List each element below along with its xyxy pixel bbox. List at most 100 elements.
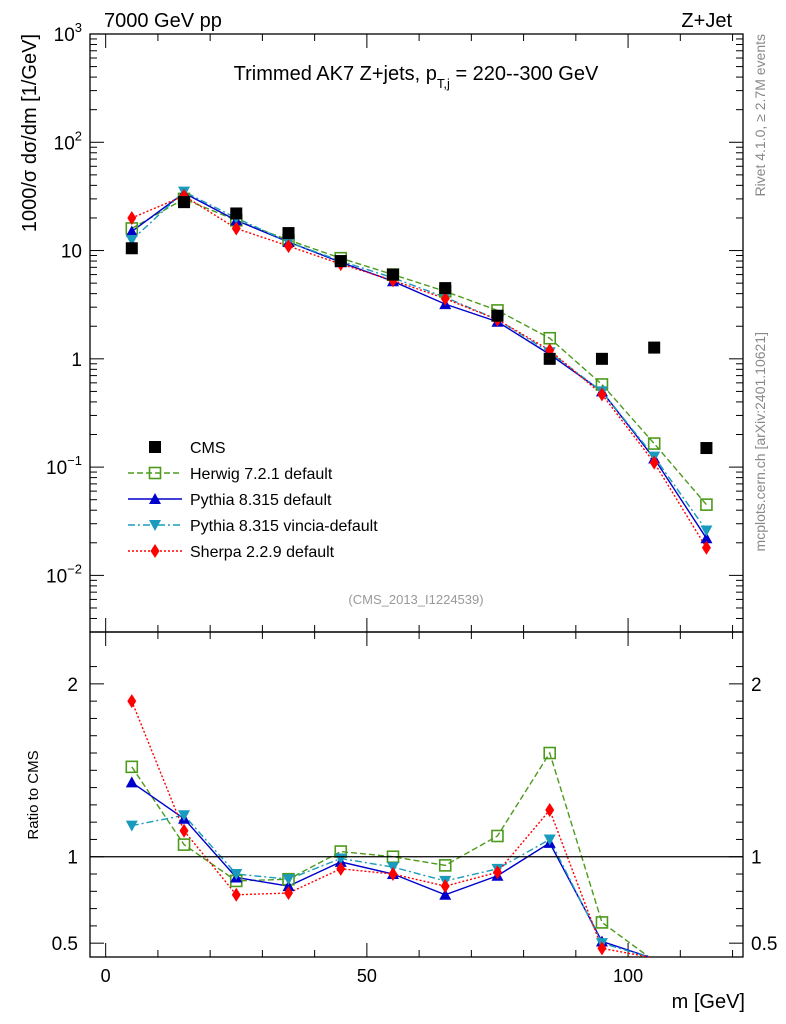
axis-ticks — [90, 33, 743, 957]
ratio-series-line — [131, 700, 650, 958]
cms-data-point — [334, 255, 347, 268]
ratio-point — [545, 803, 555, 818]
cms-data-point — [230, 207, 243, 220]
ratio-y-tick-label-right: 1 — [751, 848, 762, 869]
ratio-y-tick-label-right: 2 — [751, 675, 762, 696]
ratio-point — [595, 916, 609, 929]
ratio-point — [439, 888, 452, 900]
ratio-y-tick-label-right: 0.5 — [751, 934, 777, 955]
series-point — [597, 387, 607, 402]
header-process-label: Z+Jet — [681, 10, 732, 32]
cms-data-point — [125, 242, 138, 255]
ratio-point — [125, 820, 138, 832]
ratio-point — [491, 829, 504, 843]
cms-data-point — [595, 352, 608, 365]
ratio-y-tick-label: 1 — [67, 848, 78, 869]
y-tick-label: 10−1 — [46, 453, 82, 479]
series-point — [701, 540, 711, 555]
rivet-version-label: Rivet 4.1.0, ≥ 2.7M events — [752, 34, 768, 197]
ratio-point — [336, 861, 346, 876]
cms-data-point — [282, 227, 295, 240]
ratio-point — [543, 746, 557, 760]
ratio-y-tick-label: 2 — [67, 675, 78, 696]
header-energy-label: 7000 GeV pp — [104, 10, 222, 32]
cms-data-point — [700, 442, 713, 455]
ratio-y-axis-label: Ratio to CMS — [25, 750, 42, 839]
cms-data-point — [386, 268, 399, 281]
ratio-point — [231, 887, 241, 902]
y-tick-label: 10 — [61, 242, 82, 263]
chart-title-subscript: T,j — [437, 76, 450, 91]
series-line — [131, 195, 708, 549]
chart-title-main: Trimmed AK7 Z+jets, p — [234, 63, 437, 85]
series-point — [125, 225, 138, 237]
ratio-series-line — [131, 751, 650, 958]
ratio-point — [230, 869, 243, 881]
series-line — [131, 190, 708, 531]
ratio-point — [543, 834, 556, 846]
cms-data-point — [543, 352, 556, 365]
legend-label: Sherpa 2.2.9 default — [190, 544, 335, 561]
x-tick-label: 100 — [613, 966, 643, 986]
legend-marker — [149, 520, 161, 531]
series-line — [131, 192, 708, 539]
series-point — [231, 221, 241, 236]
x-tick-label: 50 — [357, 966, 377, 986]
ratio-series-layer — [125, 694, 650, 958]
ratio-point — [492, 865, 502, 880]
y-tick-label: 10−2 — [46, 561, 82, 587]
main-plot-frame — [89, 33, 744, 633]
ratio-point — [438, 859, 452, 872]
series-point — [440, 291, 450, 306]
ratio-point — [179, 823, 189, 838]
legend-label: Pythia 8.315 vincia-default — [190, 518, 378, 535]
series-point — [647, 437, 661, 450]
ratio-y-tick-label: 0.5 — [52, 934, 78, 955]
ratio-point — [125, 760, 139, 774]
legend-marker — [150, 544, 160, 558]
series-line — [131, 198, 707, 506]
ratio-plot-frame — [89, 631, 744, 958]
y-axis-label: 1000/σ dσ/dm [1/GeV] — [19, 34, 41, 232]
ratio-point — [597, 941, 607, 956]
series-point — [700, 525, 713, 537]
ratio-point — [440, 879, 450, 894]
series-point — [125, 235, 138, 247]
ratio-point — [177, 838, 191, 851]
ratio-point — [282, 874, 295, 886]
legend-label: Pythia 8.315 default — [190, 492, 332, 509]
series-point — [284, 239, 294, 254]
legend-marker — [148, 466, 162, 480]
series-point — [649, 455, 659, 470]
chart-title: Trimmed AK7 Z+jets, pT,j = 220--300 GeV — [234, 63, 599, 91]
series-point — [700, 498, 713, 511]
cms-data-point — [648, 341, 661, 354]
cms-data-point — [178, 196, 191, 209]
x-axis-label: m [GeV] — [672, 991, 745, 1013]
legend: CMS Herwig 7.2.1 default Pythia 8.315 defa… — [128, 440, 378, 561]
main-series-layer — [125, 186, 713, 555]
ratio-series-line — [131, 814, 650, 958]
ratio-point — [178, 810, 191, 822]
mcplots-label: mcplots.cern.ch [arXiv:2401.10621] — [752, 332, 768, 551]
ratio-point — [125, 776, 138, 788]
ratio-point — [282, 880, 295, 892]
legend-label: Herwig 7.2.1 default — [190, 466, 333, 483]
chart-title-tail: = 220--300 GeV — [450, 63, 599, 85]
series-point — [127, 210, 137, 225]
ratio-series-line — [131, 781, 650, 958]
x-tick-label: 0 — [101, 966, 111, 986]
ratio-point — [127, 694, 137, 709]
ratio-point — [388, 867, 398, 882]
legend-marker — [149, 441, 161, 453]
legend-marker — [149, 493, 161, 504]
y-tick-label: 102 — [54, 128, 82, 154]
cms-data-point — [439, 282, 452, 295]
y-tick-label: 1 — [71, 350, 82, 371]
y-tick-label: 103 — [54, 20, 82, 46]
legend-label: CMS — [190, 440, 226, 457]
analysis-tag: (CMS_2013_I1224539) — [348, 592, 483, 607]
series-point — [700, 532, 713, 544]
